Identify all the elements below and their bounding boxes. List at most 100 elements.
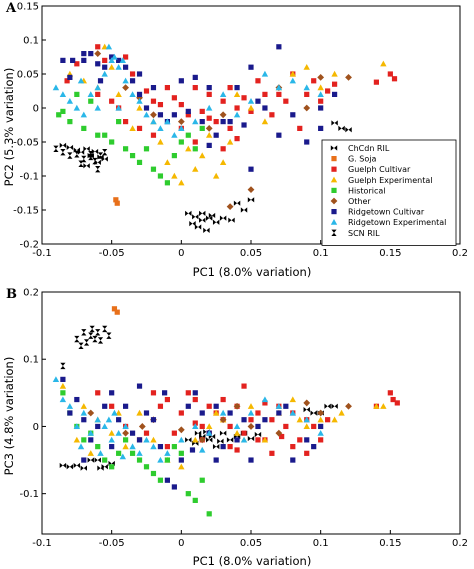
data-point-ridgetown-cultivar — [81, 51, 87, 57]
data-point-chcdn-ril — [310, 410, 317, 416]
data-point-ridgetown-cultivar — [332, 91, 338, 97]
data-point-chcdn-ril — [217, 438, 224, 444]
legend-label: G. Soja — [348, 155, 376, 164]
data-point-guelph-cultivar — [192, 85, 198, 91]
data-point-guelph-experimental — [192, 436, 199, 443]
data-point-ridgetown-cultivar — [304, 139, 310, 145]
data-point-ridgetown-cultivar — [95, 423, 101, 430]
x-tick-label: 0.1 — [313, 538, 329, 549]
data-point-chcdn-ril — [192, 214, 199, 220]
data-point-ridgetown-cultivar — [123, 64, 129, 70]
data-point-ridgetown-experimental — [108, 57, 115, 63]
data-point-historical — [56, 112, 62, 118]
data-point-ridgetown-cultivar — [192, 390, 198, 396]
data-point-chcdn-ril — [80, 465, 87, 471]
data-point-other — [122, 84, 129, 91]
data-point-guelph-experimental — [192, 166, 199, 172]
x-tick-label: 0.15 — [379, 248, 401, 259]
data-point-guelph-experimental — [122, 443, 129, 450]
data-point-ridgetown-cultivar — [276, 132, 282, 138]
data-point-ridgetown-cultivar — [129, 430, 136, 436]
data-point-ridgetown-experimental — [233, 423, 241, 430]
data-point-ridgetown-experimental — [59, 396, 67, 403]
data-point-ridgetown-experimental — [80, 111, 87, 118]
data-point-guelph-experimental — [380, 403, 387, 409]
data-point-chcdn-ril — [324, 403, 331, 409]
data-point-ridgetown-cultivar — [67, 74, 73, 80]
data-point-ridgetown-cultivar — [318, 105, 324, 111]
data-point-historical — [206, 511, 212, 517]
data-point-guelph-experimental — [129, 125, 136, 131]
data-point-g-soja — [114, 309, 120, 315]
data-point-other — [303, 104, 311, 112]
data-point-ridgetown-cultivar — [143, 410, 150, 416]
data-point-guelph-cultivar — [318, 437, 324, 443]
data-point-chcdn-ril — [247, 435, 255, 442]
data-point-ridgetown-experimental — [150, 118, 157, 125]
data-point-ridgetown-cultivar — [199, 119, 205, 125]
data-point-guelph-cultivar — [206, 91, 212, 97]
data-point-guelph-cultivar — [192, 139, 198, 145]
data-point-ridgetown-cultivar — [255, 98, 261, 104]
data-point-ridgetown-experimental — [119, 453, 127, 460]
data-point-scn-ril — [88, 332, 94, 339]
data-point-historical — [192, 146, 198, 152]
data-point-chcdn-ril — [219, 430, 227, 436]
data-point-historical — [67, 119, 73, 125]
data-point-ridgetown-cultivar — [70, 57, 76, 63]
x-tick-label: -0.1 — [32, 248, 52, 259]
data-point-ridgetown-cultivar — [95, 61, 101, 67]
data-point-guelph-cultivar — [185, 112, 191, 118]
legend-label: Guelph Cultivar — [348, 165, 411, 174]
data-point-g-soja — [114, 200, 120, 206]
data-point-other — [275, 429, 283, 437]
data-point-guelph-cultivar — [325, 88, 331, 94]
x-tick-label: -0.05 — [99, 538, 125, 549]
data-point-ridgetown-cultivar — [136, 91, 143, 97]
data-point-guelph-cultivar — [283, 423, 289, 430]
data-point-ridgetown-experimental — [136, 450, 143, 456]
data-point-guelph-cultivar — [213, 119, 219, 125]
data-point-ridgetown-experimental — [164, 450, 171, 456]
data-point-guelph-cultivar — [262, 400, 268, 406]
data-point-guelph-cultivar — [269, 112, 275, 118]
data-point-historical — [164, 180, 170, 186]
panel-b-points — [52, 306, 400, 517]
data-point-chcdn-ril — [338, 125, 345, 131]
data-point-other — [122, 429, 129, 437]
data-point-ridgetown-experimental — [219, 91, 227, 97]
data-point-chcdn-ril — [194, 224, 202, 230]
data-point-guelph-cultivar — [150, 98, 157, 104]
data-point-ridgetown-cultivar — [318, 423, 324, 430]
data-point-other — [150, 111, 157, 119]
data-point-chcdn-ril — [91, 148, 99, 155]
legend-marker-scn-ril — [331, 229, 337, 236]
data-point-ridgetown-cultivar — [81, 457, 87, 463]
data-point-ridgetown-cultivar — [248, 457, 254, 463]
data-point-guelph-cultivar — [199, 108, 205, 114]
data-point-guelph-cultivar — [318, 98, 324, 104]
data-point-ridgetown-experimental — [94, 84, 101, 91]
data-point-scn-ril — [60, 149, 66, 156]
data-point-scn-ril — [74, 151, 80, 158]
data-point-guelph-cultivar — [262, 91, 268, 97]
data-point-guelph-cultivar — [297, 437, 303, 443]
data-point-ridgetown-experimental — [219, 409, 227, 416]
data-point-guelph-experimental — [206, 132, 213, 138]
data-point-ridgetown-cultivar — [136, 437, 143, 443]
data-point-historical — [150, 166, 157, 172]
data-point-guelph-experimental — [115, 409, 122, 416]
data-point-guelph-experimental — [59, 382, 67, 389]
data-point-scn-ril — [88, 151, 94, 158]
data-point-chcdn-ril — [345, 127, 352, 133]
legend-label: Other — [348, 197, 371, 206]
data-point-ridgetown-experimental — [247, 98, 255, 104]
data-point-historical — [95, 444, 101, 450]
data-point-ridgetown-experimental — [192, 423, 199, 430]
data-point-guelph-cultivar — [74, 61, 80, 67]
data-point-historical — [136, 457, 143, 463]
data-point-ridgetown-cultivar — [109, 444, 115, 450]
data-point-guelph-cultivar — [283, 98, 289, 104]
y-tick-label: 0.05 — [17, 70, 39, 81]
